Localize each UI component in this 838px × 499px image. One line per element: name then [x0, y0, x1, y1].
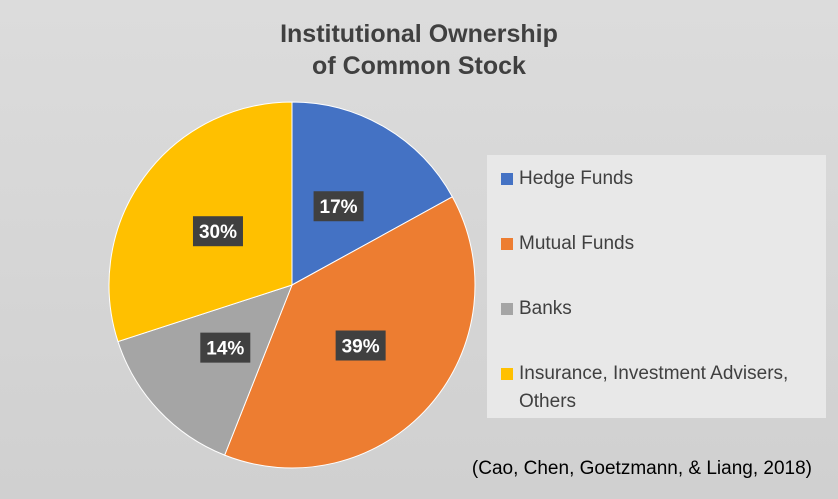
data-label: 30% — [199, 222, 237, 243]
legend-swatch — [501, 368, 513, 380]
chart-title: Institutional Ownership of Common Stock — [0, 18, 838, 82]
legend-item: Insurance, Investment Advisers, Others — [501, 360, 818, 425]
legend-label: Insurance, Investment Advisers, Others — [519, 363, 789, 412]
legend-item: Mutual Funds — [501, 230, 818, 295]
data-label-box — [335, 330, 386, 361]
data-label-box — [200, 332, 251, 363]
pie-slice — [291, 101, 454, 286]
legend-label: Hedge Funds — [519, 168, 634, 189]
data-label-box — [192, 216, 243, 247]
legend-label: Banks — [519, 298, 572, 319]
legend-swatch — [501, 238, 513, 250]
legend-swatch — [501, 173, 513, 185]
annotation: (Cao, Chen, Goetzmann, & Liang, 2018) — [471, 458, 812, 479]
title-line: Institutional Ownership — [280, 20, 558, 48]
data-label: 14% — [206, 339, 244, 360]
legend-item: Banks — [501, 295, 818, 360]
data-label: 39% — [342, 337, 380, 358]
legend-label: Mutual Funds — [519, 233, 635, 254]
legend-swatch — [501, 303, 513, 315]
legend-item: Hedge Funds — [501, 165, 818, 230]
data-label-box — [313, 191, 364, 222]
legend: Hedge Funds Mutual Funds Banks Insurance, I… — [487, 155, 826, 418]
title-line: of Common Stock — [312, 52, 526, 80]
data-label: 17% — [320, 197, 358, 218]
